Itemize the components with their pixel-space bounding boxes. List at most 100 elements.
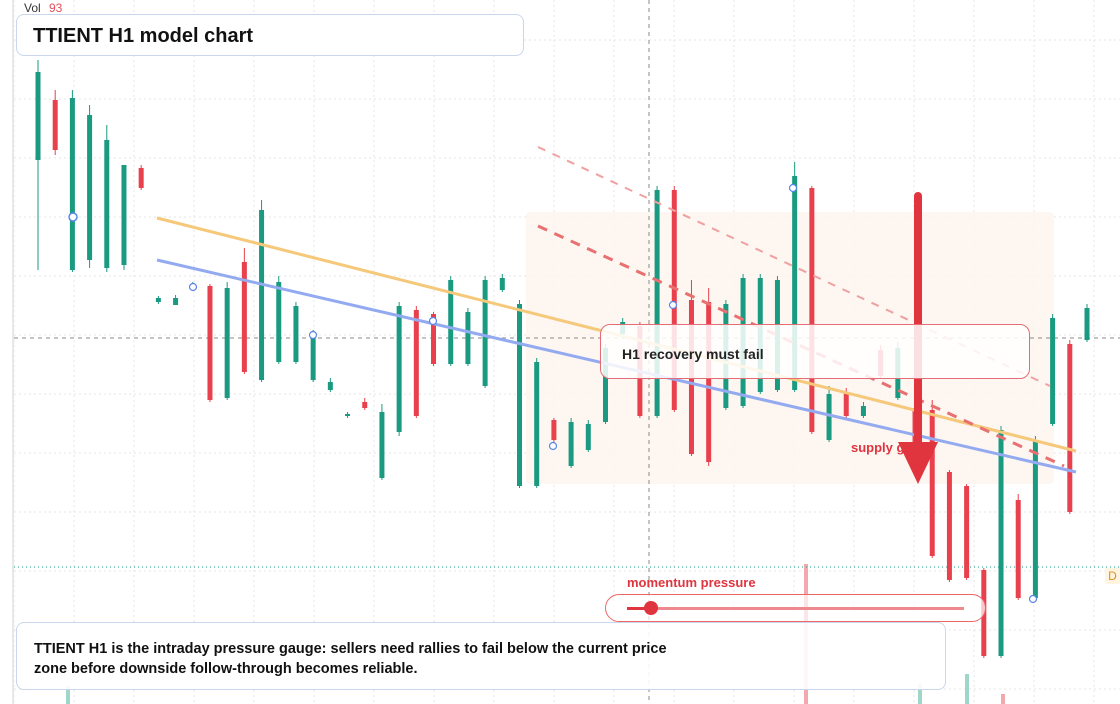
- candle-body: [52, 100, 58, 150]
- candle-body: [259, 210, 265, 380]
- pivot-marker: [188, 282, 198, 292]
- candle-body: [310, 336, 316, 380]
- momentum-gauge-track: [627, 607, 964, 610]
- volume-label: Vol: [24, 1, 41, 15]
- candle-body: [551, 420, 557, 440]
- candle: [998, 426, 1004, 658]
- candle: [379, 404, 385, 480]
- down-arrow: [898, 192, 938, 484]
- candle: [138, 165, 144, 190]
- candle-body: [1050, 318, 1056, 424]
- candle-body: [482, 280, 488, 386]
- candle: [155, 296, 161, 304]
- candle-body: [431, 314, 437, 364]
- candle-body: [568, 422, 574, 466]
- momentum-gauge-fill: [627, 607, 651, 610]
- candle-body: [155, 298, 161, 302]
- down-arrow-head: [898, 442, 938, 484]
- candle: [482, 276, 488, 388]
- candle-body: [224, 288, 230, 398]
- pivot-marker: [788, 183, 798, 193]
- candle-body: [585, 424, 591, 450]
- candle: [809, 186, 815, 434]
- candle-body: [327, 382, 333, 390]
- candle-body: [671, 190, 677, 410]
- candle: [860, 402, 866, 418]
- momentum-gauge-title: momentum pressure: [627, 575, 756, 590]
- candle: [499, 274, 505, 292]
- pivot-marker: [308, 330, 318, 340]
- candle-body: [1032, 440, 1038, 598]
- supply-zone-label: supply g: [851, 440, 905, 455]
- candle: [276, 276, 282, 364]
- candle: [241, 248, 247, 374]
- recovery-callout-text: H1 recovery must fail: [622, 346, 764, 362]
- pivot-marker: [548, 441, 558, 451]
- candle: [69, 90, 75, 272]
- candle: [946, 470, 952, 582]
- candle-body: [602, 348, 608, 422]
- candle-body: [293, 306, 299, 362]
- candle-body: [499, 278, 505, 290]
- candle: [1084, 304, 1090, 342]
- candle-body: [946, 472, 952, 580]
- candle-body: [706, 302, 712, 462]
- chart-title: TTIENT H1 model chart: [33, 25, 254, 47]
- pivot-marker: [428, 316, 438, 326]
- candle-body: [241, 262, 247, 372]
- recovery-callout: H1 recovery must fail: [600, 324, 1030, 379]
- volume-value: 93: [49, 1, 63, 15]
- candle-body: [87, 115, 93, 260]
- candle: [104, 125, 110, 272]
- candle: [224, 282, 230, 400]
- candle-body: [1084, 308, 1090, 340]
- candle: [173, 295, 179, 305]
- momentum-gauge[interactable]: [605, 594, 986, 622]
- candle-body: [362, 402, 368, 408]
- candle-body: [465, 312, 471, 364]
- candle-body: [69, 98, 75, 270]
- candle-body: [121, 165, 127, 265]
- candle: [551, 418, 557, 442]
- candle: [654, 186, 660, 418]
- candle: [327, 378, 333, 392]
- chart-title-box: TTIENT H1 model chart: [16, 14, 524, 56]
- candle: [207, 284, 213, 402]
- candle: [534, 358, 540, 488]
- candle-body: [207, 286, 213, 400]
- candle-body: [826, 394, 832, 440]
- candle: [35, 60, 41, 270]
- volume-bar: [1001, 694, 1005, 704]
- analysis-note-text: TTIENT H1 is the intraday pressure gauge…: [34, 641, 667, 677]
- candle: [259, 200, 265, 382]
- candle-body: [173, 298, 179, 305]
- candle-body: [396, 306, 402, 432]
- pivot-marker: [68, 212, 78, 222]
- candle: [413, 306, 419, 418]
- candle-body: [654, 190, 660, 416]
- volume-bar: [965, 674, 969, 704]
- candle: [121, 165, 127, 270]
- candle-body: [534, 362, 540, 486]
- candle: [293, 302, 299, 364]
- candle: [465, 308, 471, 366]
- candle-body: [860, 406, 866, 416]
- candle-body: [448, 280, 454, 364]
- candle: [1015, 494, 1021, 600]
- pivot-marker: [668, 300, 678, 310]
- candle-body: [998, 430, 1004, 656]
- momentum-gauge-knob[interactable]: [643, 601, 658, 615]
- candle-body: [964, 486, 970, 578]
- candle: [52, 90, 58, 155]
- candle: [1067, 340, 1073, 514]
- candle-body: [809, 188, 815, 432]
- candle-body: [345, 414, 351, 416]
- candle: [396, 302, 402, 436]
- candle: [1050, 314, 1056, 426]
- candle: [1032, 436, 1038, 600]
- candle: [87, 105, 93, 268]
- price-tag: D: [1105, 568, 1120, 584]
- candle-body: [517, 304, 523, 486]
- volume-bar: [918, 684, 922, 704]
